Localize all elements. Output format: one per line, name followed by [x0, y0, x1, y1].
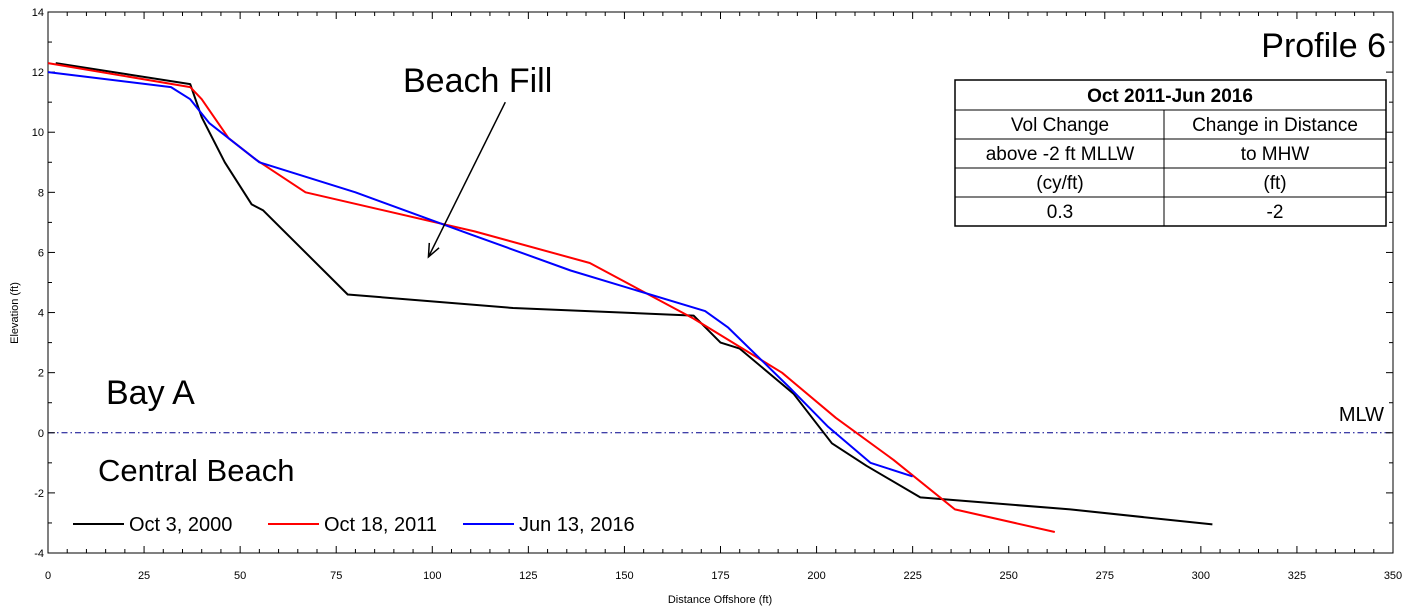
- table-cell-r3c1: -2: [1267, 202, 1284, 223]
- y-tick-label: 4: [38, 308, 44, 320]
- table-cell-r0c0: Vol Change: [1011, 115, 1109, 136]
- series-line-0: [55, 62, 1213, 526]
- legend-label-2011: Oct 18, 2011: [324, 514, 437, 536]
- series-line-2: [47, 71, 913, 478]
- mlw-label: MLW: [1339, 404, 1384, 426]
- table-cell-r3c0: 0.3: [1047, 202, 1073, 223]
- arrow-head: [427, 242, 440, 259]
- y-tick-label: 0: [38, 428, 44, 440]
- x-tick-label: 175: [711, 570, 729, 582]
- x-tick-label: 25: [138, 570, 150, 582]
- table-cell-r2c0: (cy/ft): [1036, 173, 1084, 194]
- x-axis-title: Distance Offshore (ft): [668, 594, 772, 606]
- table-cell-r1c0: above -2 ft MLLW: [986, 144, 1135, 165]
- table-header: Oct 2011-Jun 2016: [1087, 86, 1253, 107]
- legend-label-2000: Oct 3, 2000: [129, 514, 232, 536]
- x-tick-label: 350: [1384, 570, 1402, 582]
- y-tick-label: -2: [34, 488, 44, 500]
- y-tick-label: 12: [32, 67, 44, 79]
- arrow-shaft: [427, 101, 506, 258]
- x-tick-label: 225: [903, 570, 921, 582]
- y-tick-label: 8: [38, 187, 44, 199]
- beach-fill-arrow: [427, 101, 506, 259]
- series-lines: [47, 62, 1213, 533]
- table-cell-r1c1: to MHW: [1241, 144, 1310, 165]
- beach-fill-label: Beach Fill: [403, 62, 552, 100]
- y-tick-label: -4: [34, 548, 44, 560]
- table-cell-r2c1: (ft): [1263, 173, 1286, 194]
- x-tick-label: 250: [1000, 570, 1018, 582]
- x-tick-label: 325: [1288, 570, 1306, 582]
- volume-change-table: Oct 2011-Jun 2016 Vol Change Change in D…: [954, 79, 1387, 227]
- axis-ticks: 0 25 50 75 100 125 150 175 200 225 250 275 300 325 350…: [32, 7, 1402, 582]
- legend: Oct 3, 2000 Oct 18, 2011 Jun 13, 2016: [73, 514, 635, 536]
- x-tick-label: 100: [423, 570, 441, 582]
- series-line-1: [47, 62, 1056, 533]
- central-beach-label: Central Beach: [98, 453, 294, 488]
- x-tick-label: 0: [45, 570, 51, 582]
- legend-label-2016: Jun 13, 2016: [519, 514, 635, 536]
- x-tick-label: 300: [1192, 570, 1210, 582]
- x-tick-label: 50: [234, 570, 246, 582]
- x-tick-label: 125: [519, 570, 537, 582]
- profile-title: Profile 6: [1261, 27, 1386, 65]
- y-tick-label: 6: [38, 247, 44, 259]
- y-axis-title: Elevation (ft): [9, 282, 21, 344]
- bay-label: Bay A: [106, 374, 195, 412]
- x-tick-label: 275: [1096, 570, 1114, 582]
- y-tick-label: 2: [38, 368, 44, 380]
- x-tick-label: 75: [330, 570, 342, 582]
- table-cell-r0c1: Change in Distance: [1192, 115, 1358, 136]
- y-tick-label: 14: [32, 7, 44, 19]
- y-tick-label: 10: [32, 127, 44, 139]
- x-tick-label: 200: [807, 570, 825, 582]
- x-tick-label: 150: [615, 570, 633, 582]
